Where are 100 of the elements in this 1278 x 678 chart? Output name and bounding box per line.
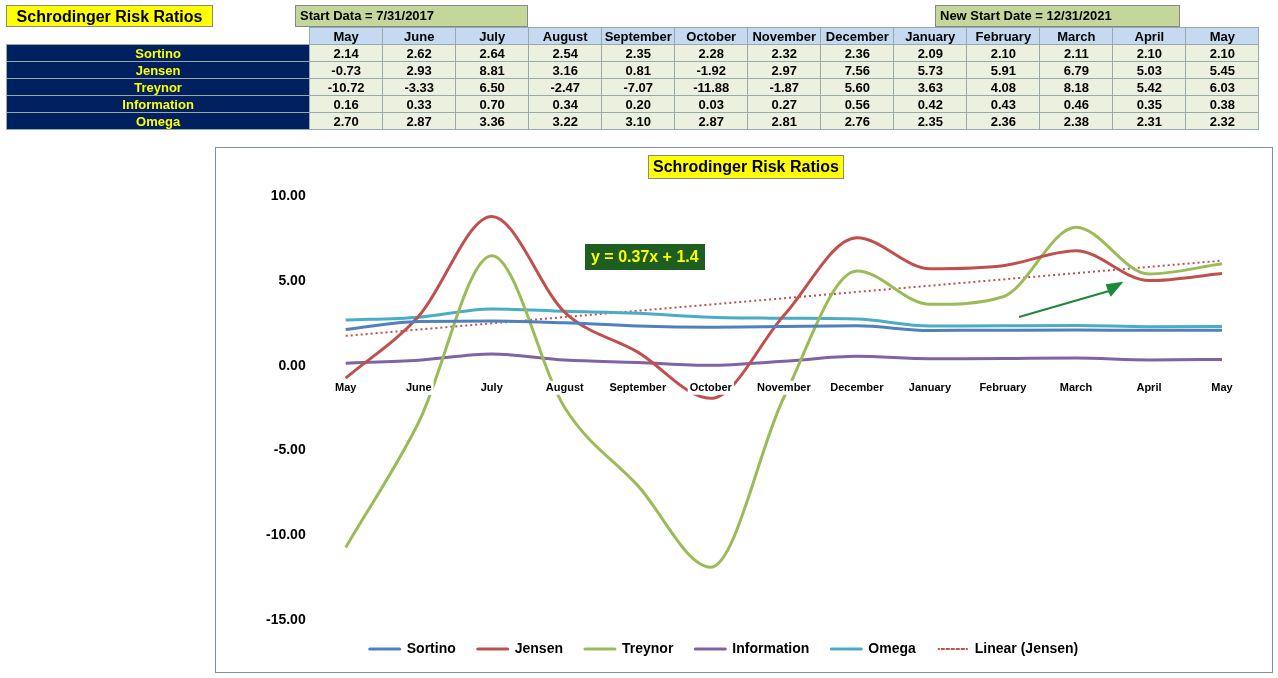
x-tick-label: March xyxy=(1059,380,1093,393)
category-label: November xyxy=(752,28,817,44)
data-label: 3.16 xyxy=(528,61,602,79)
data-label: 0.42 xyxy=(893,95,967,113)
data-label: 2.70 xyxy=(309,112,383,130)
data-label: -1.92 xyxy=(674,61,748,79)
category-label: July xyxy=(479,28,506,44)
category-label: April xyxy=(1134,28,1165,44)
text: Sortino xyxy=(135,45,181,61)
data-label: 2.62 xyxy=(382,44,456,62)
y-tick-label: 0.00 xyxy=(278,356,306,373)
x-tick-label: April xyxy=(1136,380,1162,393)
data-label: 2.10 xyxy=(1185,44,1259,62)
data-label: -2.47 xyxy=(528,78,602,96)
data-label: 2.35 xyxy=(893,112,967,130)
data-label: 2.36 xyxy=(820,44,894,62)
data-label: 5.45 xyxy=(1185,61,1259,79)
data-label: 0.34 xyxy=(528,95,602,113)
data-label: 5.03 xyxy=(1112,61,1186,79)
text: Start Data = 7/31/2017 xyxy=(295,5,528,27)
data-label: 5.91 xyxy=(966,61,1040,79)
text: Schrodinger Risk Ratios xyxy=(6,5,213,27)
data-label: 8.81 xyxy=(455,61,529,79)
data-label: 8.18 xyxy=(1039,78,1113,96)
category-label: October xyxy=(686,28,737,44)
data-label: 2.54 xyxy=(528,44,602,62)
data-label: 2.14 xyxy=(309,44,383,62)
x-tick-label: January xyxy=(908,380,952,393)
data-label: 0.35 xyxy=(1112,95,1186,113)
x-tick-label: October xyxy=(689,380,733,393)
text: New Start Date = 12/31/2021 xyxy=(935,5,1180,27)
data-label: 2.87 xyxy=(382,112,456,130)
data-label: 2.76 xyxy=(820,112,894,130)
annotation: y = 0.37x + 1.4 xyxy=(585,244,705,270)
data-label: 0.33 xyxy=(382,95,456,113)
data-label: 6.50 xyxy=(455,78,529,96)
data-label: 2.36 xyxy=(966,112,1040,130)
legend-label: Omega xyxy=(868,639,916,656)
data-label: -7.07 xyxy=(601,78,675,96)
data-label: 2.81 xyxy=(747,112,821,130)
data-label: -3.33 xyxy=(382,78,456,96)
data-label: 2.32 xyxy=(1185,112,1259,130)
data-label: 2.31 xyxy=(1112,112,1186,130)
category-label: February xyxy=(975,28,1032,44)
line-series xyxy=(344,319,1224,332)
y-tick-label: -5.00 xyxy=(273,441,306,458)
data-label: 0.20 xyxy=(601,95,675,113)
data-label: 2.32 xyxy=(747,44,821,62)
data-label: 2.28 xyxy=(674,44,748,62)
category-label: September xyxy=(604,28,672,44)
legend-label: Jensen xyxy=(514,639,563,656)
data-label: -10.72 xyxy=(309,78,383,96)
data-label: 0.81 xyxy=(601,61,675,79)
chart-title: Schrodinger Risk Ratios xyxy=(648,155,844,179)
data-label: 4.08 xyxy=(966,78,1040,96)
data-label: 0.43 xyxy=(966,95,1040,113)
data-label: 3.22 xyxy=(528,112,602,130)
y-tick-label: 5.00 xyxy=(278,271,306,288)
data-label: 2.35 xyxy=(601,44,675,62)
legend-label: Information xyxy=(732,639,810,656)
text: Omega xyxy=(136,113,181,129)
y-tick-label: -10.00 xyxy=(265,526,306,543)
x-tick-label: September xyxy=(609,380,667,393)
x-tick-label: December xyxy=(830,380,885,393)
data-label: 0.16 xyxy=(309,95,383,113)
category-label: August xyxy=(542,28,588,44)
data-label: 2.10 xyxy=(1112,44,1186,62)
y-tick-label: 10.00 xyxy=(270,187,306,204)
category-label: December xyxy=(825,28,889,44)
text: Information xyxy=(122,96,194,112)
x-tick-label: May xyxy=(334,380,358,393)
data-label: 2.93 xyxy=(382,61,456,79)
data-label: 0.27 xyxy=(747,95,821,113)
data-label: 0.56 xyxy=(820,95,894,113)
data-label: 5.73 xyxy=(893,61,967,79)
x-tick-label: July xyxy=(480,380,504,393)
x-tick-label: February xyxy=(979,380,1028,393)
x-tick-label: May xyxy=(1211,380,1234,393)
legend-label: Treynor xyxy=(621,639,674,656)
data-label: 5.60 xyxy=(820,78,894,96)
data-label: 2.10 xyxy=(966,44,1040,62)
data-label: 7.56 xyxy=(820,61,894,79)
data-label: 0.70 xyxy=(455,95,529,113)
data-label: 6.79 xyxy=(1039,61,1113,79)
y-tick-label: -15.00 xyxy=(265,610,306,627)
data-label: -1.87 xyxy=(747,78,821,96)
line-series xyxy=(344,352,1224,367)
data-label: 2.38 xyxy=(1039,112,1113,130)
data-label: 0.03 xyxy=(674,95,748,113)
data-label: 2.64 xyxy=(455,44,529,62)
data-label: 0.38 xyxy=(1185,95,1259,113)
category-label: May xyxy=(1209,28,1236,44)
data-label: 5.42 xyxy=(1112,78,1186,96)
category-label: May xyxy=(333,28,359,44)
data-label: 3.63 xyxy=(893,78,967,96)
data-label: 2.97 xyxy=(747,61,821,79)
category-label: January xyxy=(905,28,956,44)
data-label: 0.46 xyxy=(1039,95,1113,113)
data-label: 2.09 xyxy=(893,44,967,62)
line-series xyxy=(344,307,1224,329)
